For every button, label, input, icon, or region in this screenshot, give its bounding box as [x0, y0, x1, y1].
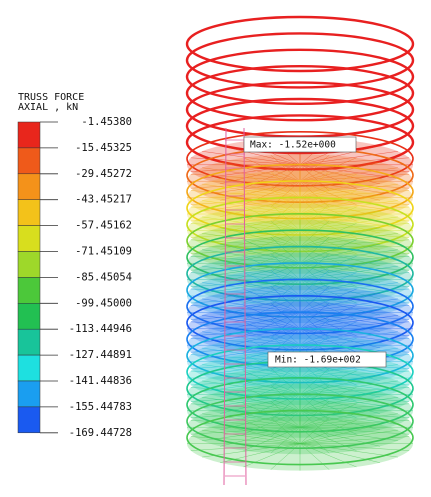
legend-label: -99.45000	[75, 297, 132, 309]
ring	[187, 50, 413, 104]
max-label: Max: -1.52e+000	[250, 140, 336, 151]
legend-swatch	[18, 329, 40, 355]
legend-label: -155.44783	[69, 401, 132, 413]
color-legend: TRUSS FORCE AXIAL , kN -1.45380-15.45325…	[18, 92, 132, 439]
legend-label: -113.44946	[69, 323, 132, 335]
legend-swatch	[18, 148, 40, 174]
min-annotation: Min: -1.69e+002	[268, 352, 386, 367]
legend-label: -85.45054	[75, 271, 132, 283]
legend-label: -169.44728	[69, 427, 132, 439]
ring	[187, 66, 413, 120]
legend-swatch	[18, 407, 40, 433]
legend-label: -71.45109	[75, 246, 132, 258]
legend-swatch	[18, 200, 40, 226]
legend-swatch	[18, 355, 40, 381]
legend-label: -15.45325	[75, 142, 132, 154]
fea-result: TRUSS FORCE AXIAL , kN -1.45380-15.45325…	[0, 0, 431, 497]
legend-swatch	[18, 252, 40, 278]
legend-label: -141.44836	[69, 375, 132, 387]
legend-label: -29.45272	[75, 168, 132, 180]
legend-label: -1.45380	[81, 116, 132, 128]
ring	[187, 17, 413, 71]
ring	[187, 33, 413, 87]
legend-swatch	[18, 226, 40, 252]
max-annotation: Max: -1.52e+000	[244, 137, 356, 152]
legend-title: AXIAL , kN	[18, 102, 78, 113]
legend-swatch	[18, 381, 40, 407]
legend-label: -57.45162	[75, 220, 132, 232]
legend-swatch	[18, 174, 40, 200]
legend-swatch	[18, 277, 40, 303]
min-label: Min: -1.69e+002	[275, 355, 361, 366]
legend-swatch	[18, 303, 40, 329]
ring	[187, 83, 413, 137]
legend-swatch	[18, 122, 40, 148]
legend-label: -127.44891	[69, 349, 132, 361]
cylinder-model	[187, 17, 413, 485]
legend-label: -43.45217	[75, 194, 132, 206]
